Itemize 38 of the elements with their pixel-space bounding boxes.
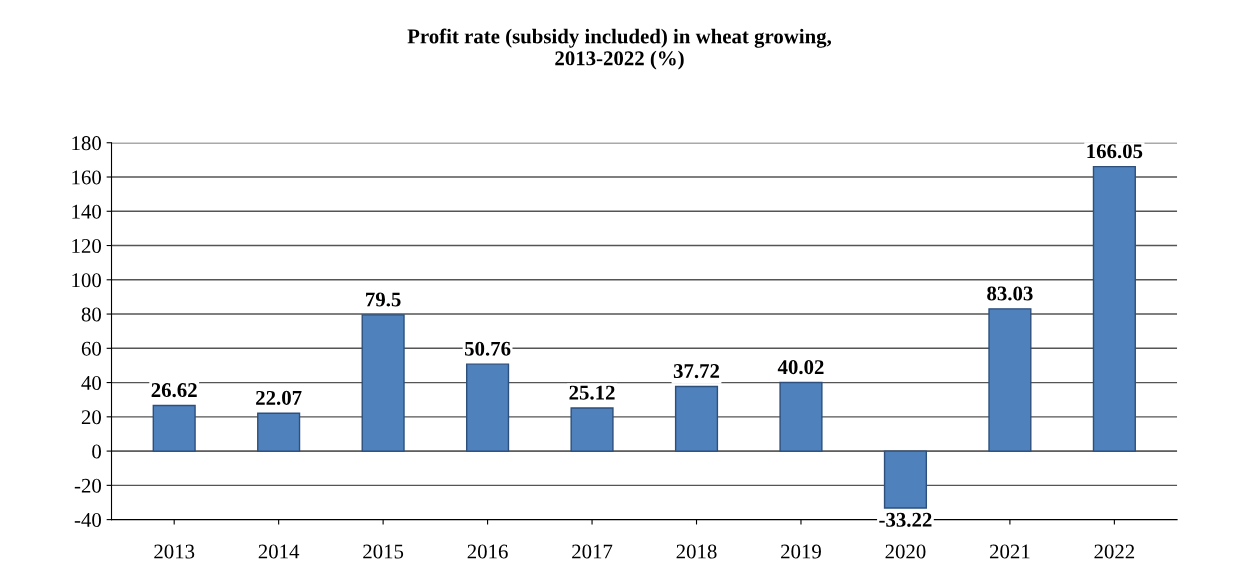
y-tick-label: 0 [92,444,101,459]
y-tick-label: 100 [72,273,101,288]
data-label: 166.05 [1087,144,1143,159]
y-tick-label: -40 [74,512,101,528]
y-tick-label: 180 [72,136,101,151]
data-label: 83.03 [987,286,1033,301]
x-tick-label: 2015 [363,544,404,559]
x-tick-label: 2019 [781,544,821,559]
bar [152,404,196,452]
y-tick-label: 20 [81,410,101,425]
y-tick-label: 60 [81,341,101,356]
data-label: 40.02 [777,360,824,375]
data-label: 26.62 [151,383,197,398]
x-tick-label: 2018 [676,544,717,559]
data-label: -33.22 [879,512,932,527]
bar [1092,165,1136,452]
x-tick-label: 2020 [885,544,926,559]
y-tick-label: 40 [81,375,101,390]
bar [570,407,614,452]
data-label: 50.76 [464,341,511,356]
y-tick-label: 80 [81,307,101,322]
bar [465,363,510,452]
y-tick-label: 140 [72,204,101,219]
x-tick-label: 2017 [572,544,613,559]
x-tick-label: 2016 [467,544,508,559]
y-tick-label: 160 [72,170,101,185]
y-tick-label: -20 [74,478,101,493]
x-tick-label: 2021 [989,544,1030,559]
bar [883,450,928,509]
chart-title: Profit rate (subsidy included) in wheat growing, 2013-2022 (%) [407,28,832,70]
x-tick-label: 2022 [1094,544,1135,559]
data-label: 37.72 [673,364,720,379]
data-label: 79.5 [366,292,401,307]
y-tick-label: 120 [72,238,101,253]
x-tick-label: 2013 [154,544,195,559]
x-tick-label: 2014 [258,544,300,559]
data-label: 22.07 [256,390,302,405]
data-label: 25.12 [569,385,615,400]
